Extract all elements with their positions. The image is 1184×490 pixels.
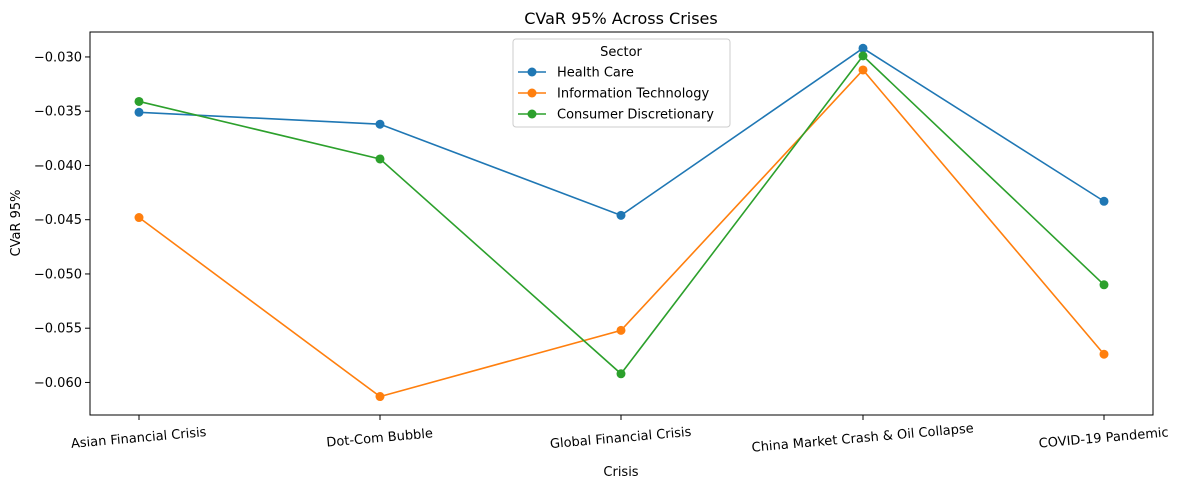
x-axis-title: Crisis [603, 465, 638, 480]
legend-entry: Information Technology [518, 87, 710, 102]
data-point [858, 65, 868, 75]
data-point [134, 96, 144, 106]
x-tick-label: Dot-Com Bubble [326, 426, 434, 450]
y-tick-label: −0.045 [34, 213, 82, 228]
legend-entry: Consumer Discretionary [518, 108, 714, 123]
data-point [1099, 280, 1109, 290]
legend-box [512, 38, 731, 128]
data-point [1099, 196, 1109, 206]
y-axis: −0.030 −0.035 −0.040 −0.045 −0.050 −0.055 −0.0… [34, 50, 90, 391]
data-point [134, 107, 144, 117]
x-tick-label: China Market Crash & Oil Collapse [751, 421, 974, 455]
legend-marker [527, 67, 537, 77]
y-tick-label: −0.040 [34, 159, 82, 174]
legend-title: Sector [600, 45, 642, 60]
series-layer [134, 43, 1109, 402]
data-point [375, 119, 385, 129]
legend-entry: Health Care [518, 66, 634, 81]
legend-label: Consumer Discretionary [557, 108, 714, 123]
y-tick-label: −0.035 [34, 105, 82, 120]
data-point [616, 325, 626, 335]
legend: Sector Health Care Information Technology… [512, 38, 731, 128]
y-axis-title: CVaR 95% [9, 190, 24, 257]
legend-label: Information Technology [557, 87, 710, 102]
data-point [375, 154, 385, 164]
data-point [616, 369, 626, 379]
series-information-technology [134, 65, 1109, 402]
y-tick-label: −0.050 [34, 267, 82, 282]
chart-title: CVaR 95% Across Crises [524, 9, 717, 28]
x-tick-label: Global Financial Crisis [549, 425, 692, 452]
legend-marker [527, 109, 537, 119]
data-point [134, 213, 144, 223]
x-axis: Asian Financial Crisis Dot-Com Bubble Glob… [70, 415, 1169, 456]
data-point [858, 51, 868, 61]
series-health-care [134, 43, 1109, 220]
y-tick-label: −0.060 [34, 376, 82, 391]
x-tick-label: COVID-19 Pandemic [1038, 425, 1169, 451]
data-point [616, 210, 626, 220]
series-consumer-discretionary [134, 51, 1109, 379]
legend-marker [527, 88, 537, 98]
legend-label: Health Care [557, 66, 634, 81]
y-tick-label: −0.055 [34, 322, 82, 337]
y-tick-label: −0.030 [34, 50, 82, 65]
x-tick-label: Asian Financial Crisis [70, 425, 207, 452]
data-point [1099, 349, 1109, 359]
data-point [375, 392, 385, 402]
data-point [858, 43, 868, 53]
